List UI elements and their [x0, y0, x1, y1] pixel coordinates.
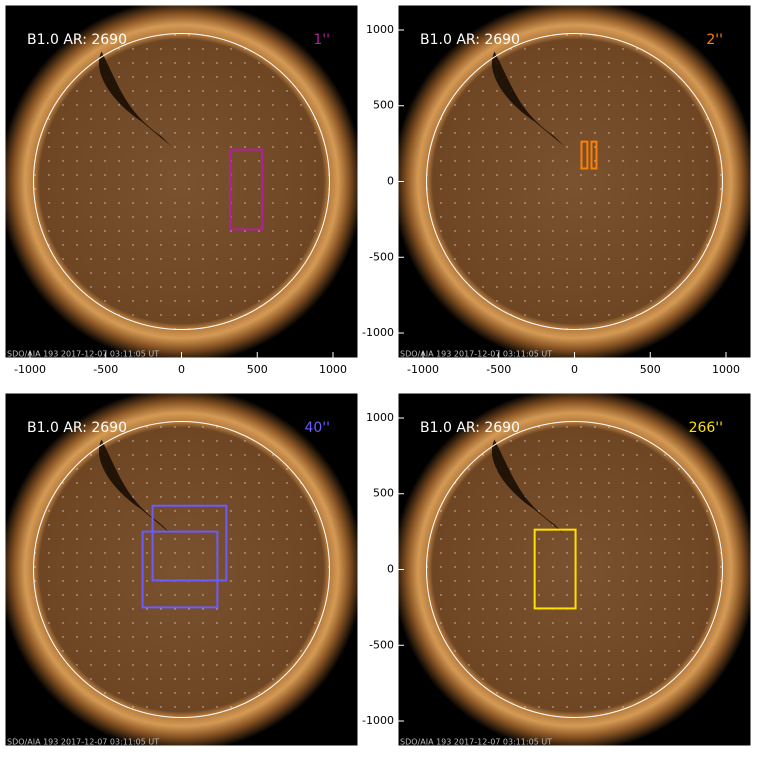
limb — [33, 421, 330, 718]
region-box — [590, 140, 598, 170]
y-tick-label: 0 — [387, 175, 394, 188]
panel-label: 40'' — [304, 420, 330, 436]
limb — [426, 421, 723, 718]
region-box — [141, 530, 219, 609]
panel-title: B1.0 AR: 2690 — [27, 32, 127, 48]
footer: SDO/AIA 193 2017-12-07 03:11:05 UT — [400, 350, 552, 359]
panel-title: B1.0 AR: 2690 — [420, 420, 520, 436]
x-tick-label: -1000 — [14, 363, 46, 376]
coronal-hole — [98, 439, 172, 535]
panel: -1000 -500 0 500 1000 -1000 -500 0 500 1000 B1.0 A… — [362, 4, 752, 376]
y-tick-label: -500 — [369, 638, 394, 651]
x-tick-label: -500 — [93, 363, 118, 376]
frame — [4, 392, 359, 747]
panel: B1.0 AR: 2690 40'' SDO/AIA 193 2017-12-07 … — [4, 392, 359, 747]
y-tick-label: -500 — [369, 250, 394, 263]
grid-dots — [426, 421, 723, 718]
region-box — [151, 504, 228, 582]
y-tick-label: 0 — [387, 563, 394, 576]
panel-label: 1'' — [313, 32, 330, 48]
coronal-hole — [491, 51, 565, 147]
y-tick-label: 500 — [373, 99, 394, 112]
panel-title: B1.0 AR: 2690 — [27, 420, 127, 436]
panel-image — [5, 393, 358, 746]
y-tick-label: 1000 — [366, 411, 394, 424]
panel-label: 2'' — [706, 32, 723, 48]
x-tick-label: 1000 — [712, 363, 740, 376]
region-box — [580, 140, 589, 170]
y-tick-label: 1000 — [366, 23, 394, 36]
region-box — [229, 148, 264, 231]
limb — [426, 33, 723, 330]
coronal-hole — [491, 439, 565, 535]
footer: SDO/AIA 193 2017-12-07 03:11:05 UT — [7, 350, 159, 359]
x-tick-label: 500 — [640, 363, 661, 376]
footer: SDO/AIA 193 2017-12-07 03:11:05 UT — [400, 738, 552, 747]
region-box — [533, 528, 577, 610]
x-tick-label: -1000 — [407, 363, 439, 376]
x-tick-label: -500 — [486, 363, 511, 376]
x-tick-label: 1000 — [319, 363, 347, 376]
grid-dots — [33, 421, 330, 718]
panel-title: B1.0 AR: 2690 — [420, 32, 520, 48]
y-tick-label: 500 — [373, 487, 394, 500]
panel-image — [5, 5, 358, 358]
panel-label: 266'' — [689, 420, 723, 436]
panel: -1000 -500 0 500 1000 B1.0 AR: 2690 1'' SDO/AIA… — [4, 4, 359, 376]
panel-image — [398, 5, 751, 358]
y-tick-label: -1000 — [362, 326, 394, 339]
limb — [33, 33, 330, 330]
grid-dots — [33, 33, 330, 330]
x-tick-label: 500 — [247, 363, 268, 376]
panel-image — [398, 393, 751, 746]
grid-dots — [426, 33, 723, 330]
coronal-hole — [98, 51, 172, 147]
panel: -1000 -500 0 500 1000 B1.0 AR: 2690 266'' SDO/A… — [362, 392, 752, 747]
y-tick-label: -1000 — [362, 714, 394, 727]
footer: SDO/AIA 193 2017-12-07 03:11:05 UT — [7, 738, 159, 747]
x-tick-label: 0 — [178, 363, 185, 376]
x-tick-label: 0 — [571, 363, 578, 376]
